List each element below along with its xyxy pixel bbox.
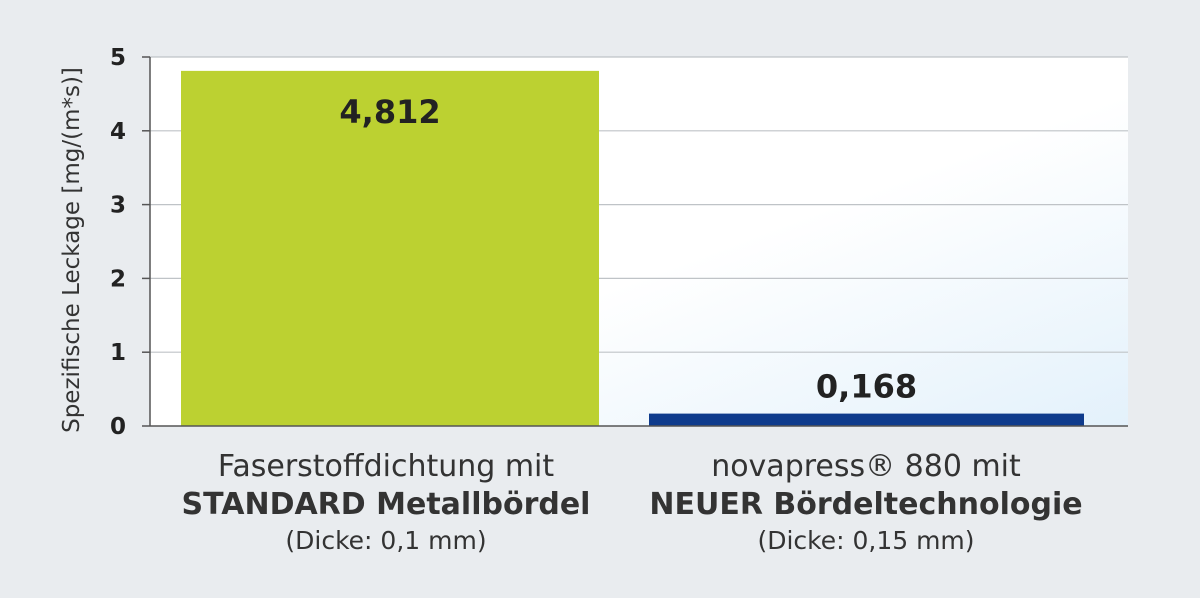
y-tick-label: 0: [110, 414, 126, 440]
bar-2: [649, 413, 1084, 426]
category-2-line-2: NEUER Bördeltechnologie: [649, 487, 1083, 522]
y-tick-label: 2: [110, 266, 126, 292]
category-label-2: novapress® 880 mit NEUER Bördeltechnolog…: [606, 448, 1126, 558]
category-1-line-2: STANDARD Metallbördel: [181, 487, 591, 522]
bar-value-label-1: 4,812: [339, 93, 440, 131]
y-axis-label: Spezifische Leckage [mg/(m*s)]: [59, 67, 85, 433]
category-1-line-3: (Dicke: 0,1 mm): [285, 526, 487, 555]
bar-1: [181, 70, 599, 427]
category-1-line-1: Faserstoffdichtung mit: [217, 449, 555, 484]
y-tick-label: 1: [110, 340, 126, 366]
category-2-line-3: (Dicke: 0,15 mm): [757, 526, 975, 555]
y-axis: 0 1 2 3 4 5: [110, 45, 1128, 440]
y-tick-label: 5: [110, 45, 126, 71]
category-2-line-1: novapress® 880 mit: [711, 449, 1021, 484]
y-tick-label: 4: [110, 119, 126, 145]
bars: 4,812 0,168: [181, 70, 1084, 427]
y-tick-label: 3: [110, 193, 126, 219]
bar-value-label-2: 0,168: [816, 368, 917, 406]
category-label-1: Faserstoffdichtung mit STANDARD Metallbö…: [126, 448, 646, 558]
